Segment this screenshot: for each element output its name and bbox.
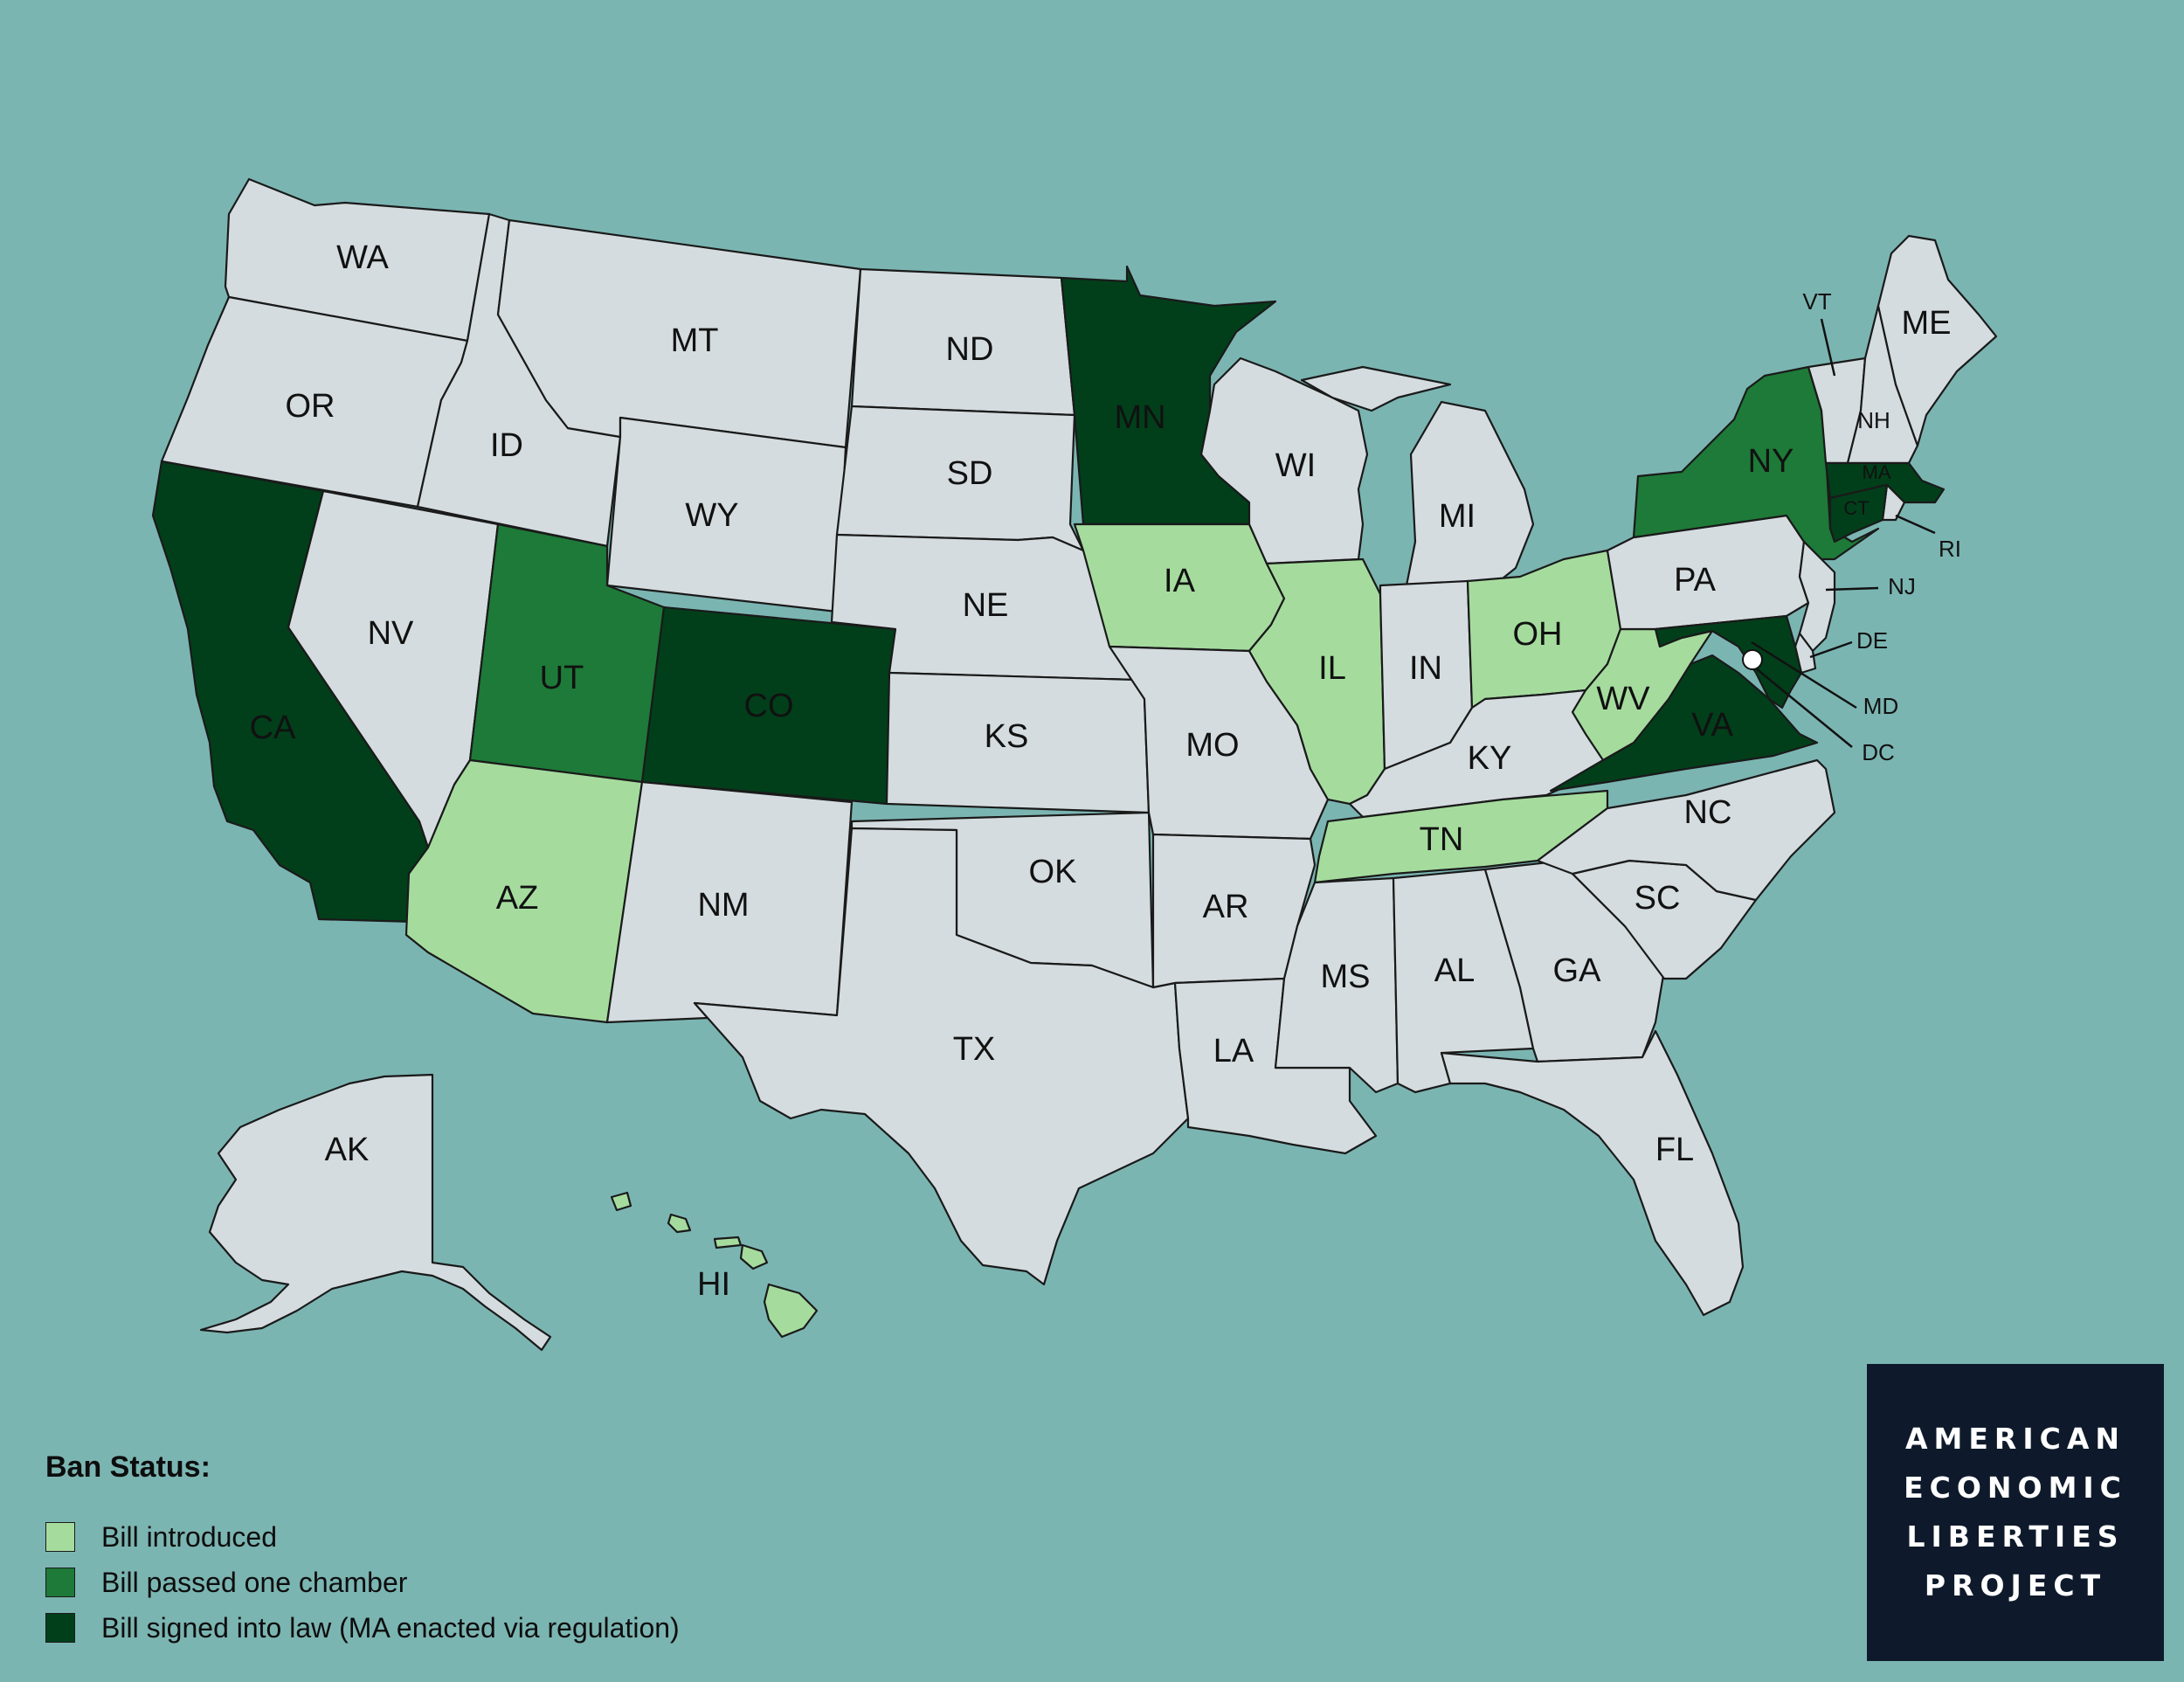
state-me[interactable] xyxy=(1876,234,1998,447)
label-ct: CT xyxy=(1843,497,1869,519)
legend-label-passed: Bill passed one chamber xyxy=(101,1566,408,1598)
legend-title: Ban Status: xyxy=(45,1450,211,1484)
label-nv: NV xyxy=(368,615,414,652)
label-nc: NC xyxy=(1684,794,1732,831)
label-tx: TX xyxy=(953,1031,996,1068)
label-ar: AR xyxy=(1203,889,1249,925)
label-la: LA xyxy=(1213,1033,1254,1069)
label-fl: FL xyxy=(1655,1132,1694,1168)
label-or: OR xyxy=(286,388,335,425)
legend: Ban Status: Bill introduced Bill passed … xyxy=(45,1450,680,1651)
label-al: AL xyxy=(1434,952,1475,989)
label-mt: MT xyxy=(671,322,719,359)
state-mi[interactable] xyxy=(1300,365,1535,587)
label-me: ME xyxy=(1902,305,1952,342)
label-wv: WV xyxy=(1596,681,1650,717)
state-wy[interactable] xyxy=(605,416,847,613)
label-mn: MN xyxy=(1114,399,1165,436)
label-ok: OK xyxy=(1029,854,1077,890)
label-hi: HI xyxy=(697,1266,730,1303)
labels-layer: WA OR CA NV ID MT WY UT AZ CO NM ND SD N… xyxy=(250,239,1961,1303)
state-ak[interactable] xyxy=(199,1073,552,1352)
label-ga: GA xyxy=(1553,952,1602,989)
label-oh: OH xyxy=(1513,616,1563,653)
legend-item-signed: Bill signed into law (MA enacted via reg… xyxy=(45,1605,680,1651)
state-nc[interactable] xyxy=(1536,758,1836,902)
state-de[interactable] xyxy=(1794,632,1817,675)
legend-swatch-passed xyxy=(45,1568,75,1597)
dc-marker xyxy=(1742,649,1763,670)
label-co: CO xyxy=(744,688,794,724)
label-sc: SC xyxy=(1635,880,1681,917)
label-sd: SD xyxy=(947,455,993,492)
label-va: VA xyxy=(1691,707,1734,744)
label-mi: MI xyxy=(1439,498,1476,535)
state-ct[interactable] xyxy=(1828,483,1889,543)
label-ia: IA xyxy=(1164,563,1196,599)
leader-lines xyxy=(1751,318,1936,748)
logo-line-1: AMERICAN xyxy=(1905,1422,2125,1456)
label-ma: MA xyxy=(1863,461,1891,483)
label-nj: NJ xyxy=(1888,573,1916,599)
label-vt: VT xyxy=(1802,288,1831,315)
logo-line-4: PROJECT xyxy=(1924,1568,2107,1602)
label-nd: ND xyxy=(946,331,994,368)
label-pa: PA xyxy=(1674,562,1717,599)
label-mo: MO xyxy=(1185,727,1239,764)
label-ny: NY xyxy=(1748,443,1794,480)
state-hi[interactable] xyxy=(610,1191,819,1339)
label-ri: RI xyxy=(1939,536,1961,562)
legend-swatch-introduced xyxy=(45,1522,75,1552)
state-fl[interactable] xyxy=(1440,1029,1745,1317)
label-ca: CA xyxy=(250,709,296,746)
label-nm: NM xyxy=(697,887,749,924)
label-wy: WY xyxy=(685,497,738,534)
state-md[interactable] xyxy=(1654,614,1803,709)
logo-line-2: ECONOMIC xyxy=(1904,1471,2127,1505)
legend-label-introduced: Bill introduced xyxy=(101,1520,277,1553)
aelp-logo: AMERICAN ECONOMIC LIBERTIES PROJECT xyxy=(1867,1364,2164,1661)
label-ms: MS xyxy=(1321,959,1371,995)
states-layer xyxy=(151,177,1998,1352)
label-in: IN xyxy=(1409,650,1442,687)
label-de: DE xyxy=(1856,627,1888,654)
label-ak: AK xyxy=(325,1132,370,1168)
state-wi[interactable] xyxy=(1199,356,1369,565)
label-ks: KS xyxy=(985,718,1029,755)
label-wi: WI xyxy=(1275,447,1316,484)
legend-swatch-signed xyxy=(45,1613,75,1643)
label-tn: TN xyxy=(1420,821,1464,858)
label-wa: WA xyxy=(336,239,389,276)
logo-line-3: LIBERTIES xyxy=(1906,1519,2125,1554)
legend-item-introduced: Bill introduced xyxy=(45,1514,680,1560)
label-ne: NE xyxy=(963,587,1009,624)
label-dc: DC xyxy=(1862,739,1895,765)
label-ky: KY xyxy=(1468,740,1512,777)
legend-item-passed: Bill passed one chamber xyxy=(45,1560,680,1605)
label-ut: UT xyxy=(540,660,584,696)
label-nh: NH xyxy=(1857,407,1890,433)
state-nj[interactable] xyxy=(1798,540,1836,653)
label-md: MD xyxy=(1863,693,1898,719)
label-il: IL xyxy=(1318,650,1346,687)
label-id: ID xyxy=(490,427,523,464)
label-az: AZ xyxy=(496,880,539,917)
legend-label-signed: Bill signed into law (MA enacted via reg… xyxy=(101,1611,680,1644)
